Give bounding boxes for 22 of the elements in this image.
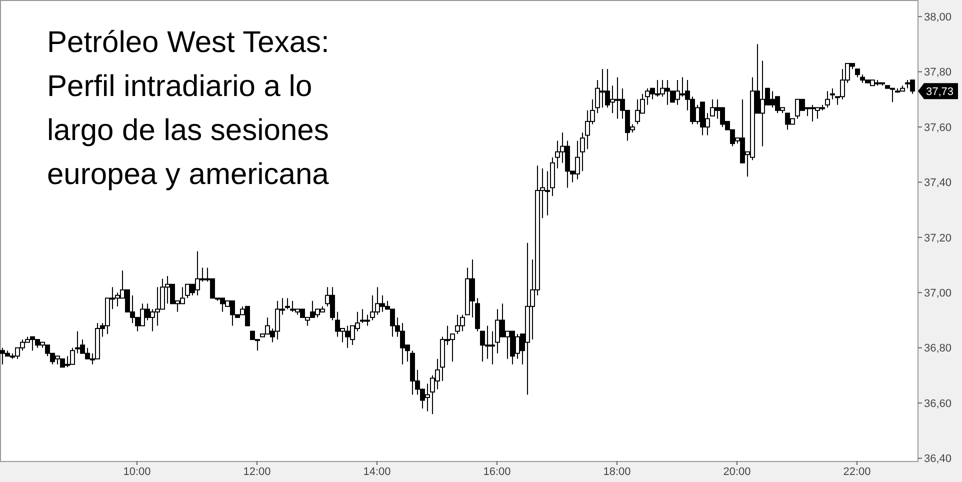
y-tick-label: 37,80 [924, 66, 952, 79]
candlestick [825, 90, 830, 108]
text: Petróleo West Texas: Perfil intradiario a lo largo de las sesiones europea y americana [47, 26, 330, 191]
y-tick-label: 37,60 [924, 122, 952, 134]
candlestick [580, 132, 585, 172]
y-tick-label: 36,80 [924, 342, 952, 355]
x-tick-label: 14:00 [363, 466, 391, 478]
y-tick-label: 37,40 [924, 177, 952, 190]
y-tick-label: 36,40 [924, 453, 952, 466]
x-tick-label: 10:00 [123, 466, 151, 478]
y-tick-label: 38,00 [924, 11, 952, 24]
y-tick-label: 36,60 [924, 398, 952, 410]
x-tick-label: 22:00 [843, 466, 871, 478]
x-tick-label: 18:00 [603, 466, 631, 478]
candlestick [830, 88, 835, 100]
x-tick-label: 20:00 [723, 466, 751, 478]
x-tick-label: 16:00 [483, 466, 511, 478]
annotation: 37,73 [926, 86, 954, 98]
y-tick-label: 37,00 [924, 287, 952, 300]
candlestick [285, 298, 290, 310]
y-tick-label: 37,20 [924, 232, 952, 244]
x-tick-label: 12:00 [243, 466, 271, 478]
